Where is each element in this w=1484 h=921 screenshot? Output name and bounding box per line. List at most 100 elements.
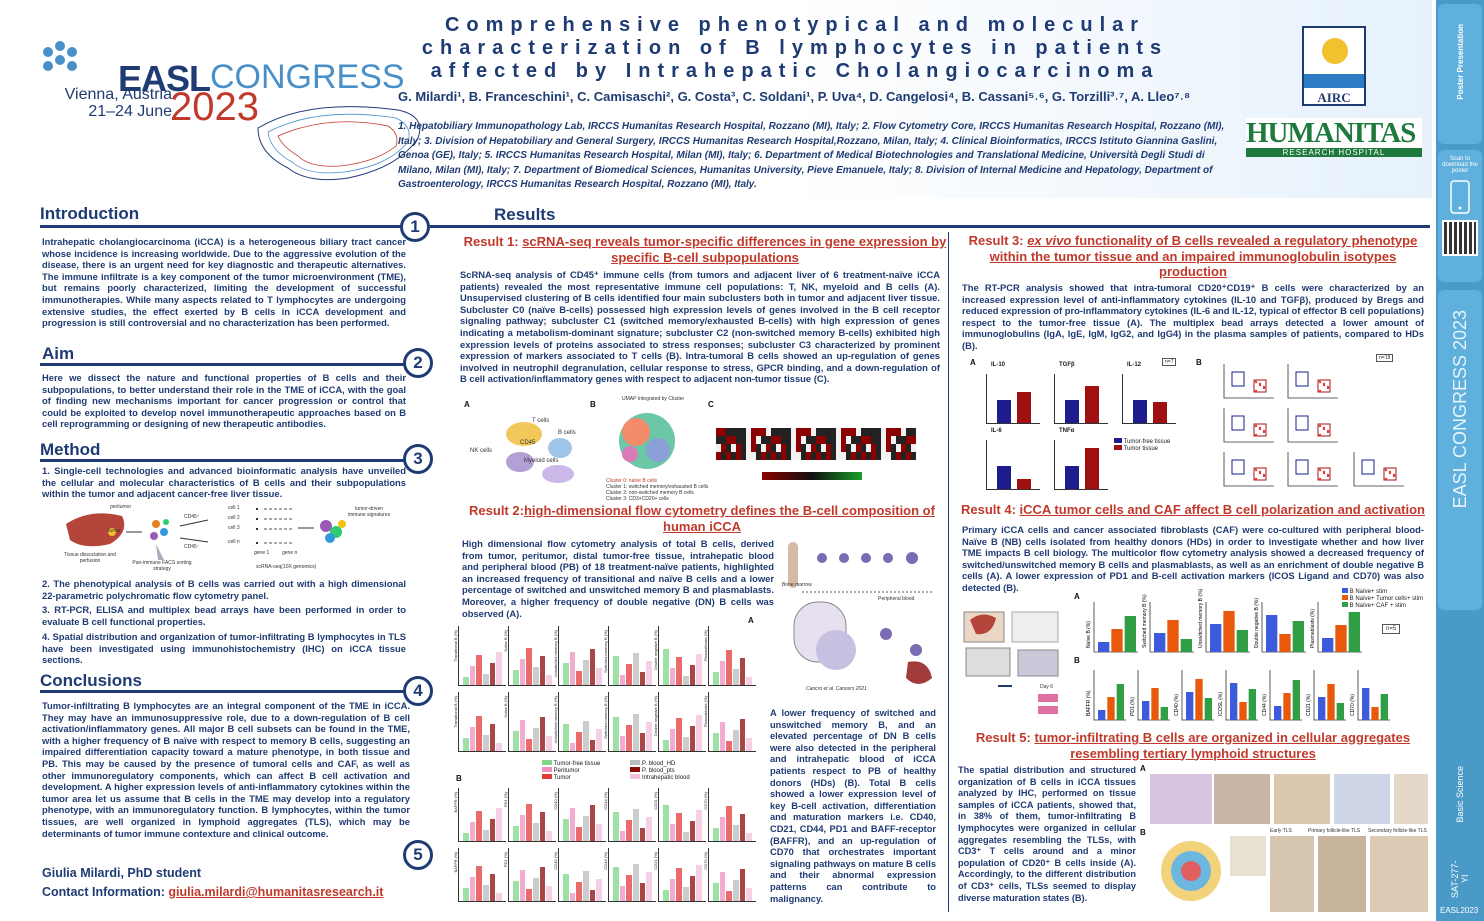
r2-mini-bar (626, 725, 632, 751)
lbl-genen: gene n (282, 550, 298, 556)
category-box: Basic Science (1438, 760, 1482, 852)
r3b-box-hd (1231, 371, 1245, 387)
r2-mini-bar (613, 717, 619, 751)
r2-mini-bar (639, 733, 646, 751)
lbl-cd45p: CD45⁺ (184, 514, 200, 520)
results-heading: Results (494, 205, 556, 224)
r2-mini-bar (569, 893, 576, 901)
r4-bar (1362, 688, 1370, 720)
r2-mini-bar (476, 716, 482, 751)
heatmap-cell (736, 428, 741, 436)
heatmap-cell (811, 452, 816, 460)
r3b-point (1318, 424, 1322, 428)
conclusions-heading: Conclusions (40, 671, 143, 690)
r4-axis (1225, 670, 1258, 721)
contact-line: Contact Information: giulia.milardi@huma… (42, 885, 383, 899)
heatmap-cell (851, 452, 856, 460)
r4-bar (1380, 694, 1388, 720)
r2-mini-bar (726, 741, 732, 751)
r2-mini-bar (619, 886, 626, 901)
r2-mini-plot: Double negative B (%) (653, 692, 706, 752)
lbl-cell2: cell 2 (228, 515, 240, 521)
conclusions-text: Tumor-infiltrating B lymphocytes are an … (42, 700, 410, 839)
r4-axis (1205, 602, 1250, 653)
r1-lbl-nk: NK cells (470, 448, 493, 454)
r2-mini-bar (633, 714, 639, 751)
r2-mini-bar (519, 815, 526, 841)
heatmap-cell (861, 436, 866, 444)
r4-axis (1137, 670, 1170, 721)
r2-legend-text-1: Tumor-free tissue (553, 761, 601, 767)
r5-primary: Primary follicle-like TLS (1308, 828, 1361, 834)
r2-mini-bar (576, 882, 582, 901)
r2-mini-bar (463, 738, 469, 751)
r2-mini-bar (739, 719, 746, 751)
r4-day: Day 6 (1040, 684, 1054, 690)
airc-base-icon (1304, 74, 1364, 88)
r2-mini-bar (576, 671, 582, 685)
heatmap-cell (811, 436, 816, 444)
r3-bar-Tumor-free tissue (1065, 400, 1079, 423)
r2-mini-bar (619, 736, 626, 751)
r2-mini-bar (483, 735, 489, 751)
r4-ylabel: PD1 (%) (1130, 697, 1136, 716)
r1-umap-title: UMAP Integrated by Cluster (622, 396, 685, 402)
r2-mini-bar (719, 817, 726, 841)
heatmap-cell (891, 452, 896, 460)
r2-mini-ylabel: PD1 (%) (503, 852, 508, 868)
r2-mini-bar (746, 833, 752, 841)
heatmap-cell (826, 444, 831, 452)
heatmap-cell (791, 452, 796, 460)
r4-bar (1230, 683, 1238, 720)
r2-mini-bar (496, 743, 502, 751)
qr-code[interactable] (1442, 220, 1478, 256)
heatmap-cell (886, 444, 891, 452)
r4-panel-b: B (1074, 656, 1080, 665)
r3b-point (1262, 429, 1266, 433)
r4-bar (1336, 703, 1344, 720)
r2-mini-bar (526, 648, 532, 685)
r3b-point (1318, 477, 1322, 481)
r3b-box-hd (1295, 459, 1309, 475)
heatmap-cell (776, 436, 781, 444)
r4-ylabel: CD70 (%) (1350, 694, 1356, 716)
r3-chart-title: TGFβ (1059, 362, 1075, 368)
scan-text: Scan to download the poster (1442, 156, 1478, 174)
r3b-point (1318, 468, 1322, 472)
r2-mini-bar (583, 871, 589, 901)
heatmap-cell (731, 452, 736, 460)
r2-mini-bar (533, 728, 539, 751)
heatmap-cell (761, 444, 766, 452)
heatmap-cell (861, 444, 866, 452)
r4-bar (1279, 634, 1291, 652)
heatmap-cell (751, 452, 756, 460)
heatmap-cell (801, 428, 806, 436)
r2-mini-plot: PD1 (%) (503, 848, 556, 902)
result5-heading: Result 5: tumor-infiltrating B cells are… (975, 730, 1411, 761)
r2-mini-bar (646, 817, 652, 841)
heatmap-cell (726, 444, 731, 452)
conclusions-rule (40, 690, 410, 693)
heatmap-cell (866, 452, 871, 460)
r2-mini-plot: CD40 (%) (553, 788, 606, 842)
r3b-point (1318, 380, 1322, 384)
r3b-point (1258, 426, 1262, 430)
r4-bar (1274, 706, 1282, 720)
r2-mini-bar (739, 658, 746, 685)
r4-bar (1335, 625, 1347, 652)
r2-mini-bar (576, 827, 582, 841)
r2-mini-plot: Unswitched memory B (%) (553, 692, 606, 752)
heatmap-cell (841, 428, 846, 436)
author-list: G. Milardi¹, B. Franceschini¹, C. Camisa… (398, 89, 1191, 104)
r2-legend: Tumor-free tissue Peritumor Tumor P. blo… (542, 760, 756, 781)
r3b-box-icca (1253, 379, 1267, 393)
r2-mini-bar (496, 808, 502, 841)
heatmap-cell (791, 444, 796, 452)
section-number-3: 3 (403, 444, 433, 474)
r2-mini-plot: Naïve B (%) (503, 692, 556, 752)
contact-email-link[interactable]: giulia.milardi@humanitasresearch.it (168, 885, 384, 899)
r3b-point (1326, 385, 1330, 389)
r2-mini-bar (546, 886, 552, 901)
r3b-point (1254, 389, 1258, 393)
heatmap-cell (801, 436, 806, 444)
